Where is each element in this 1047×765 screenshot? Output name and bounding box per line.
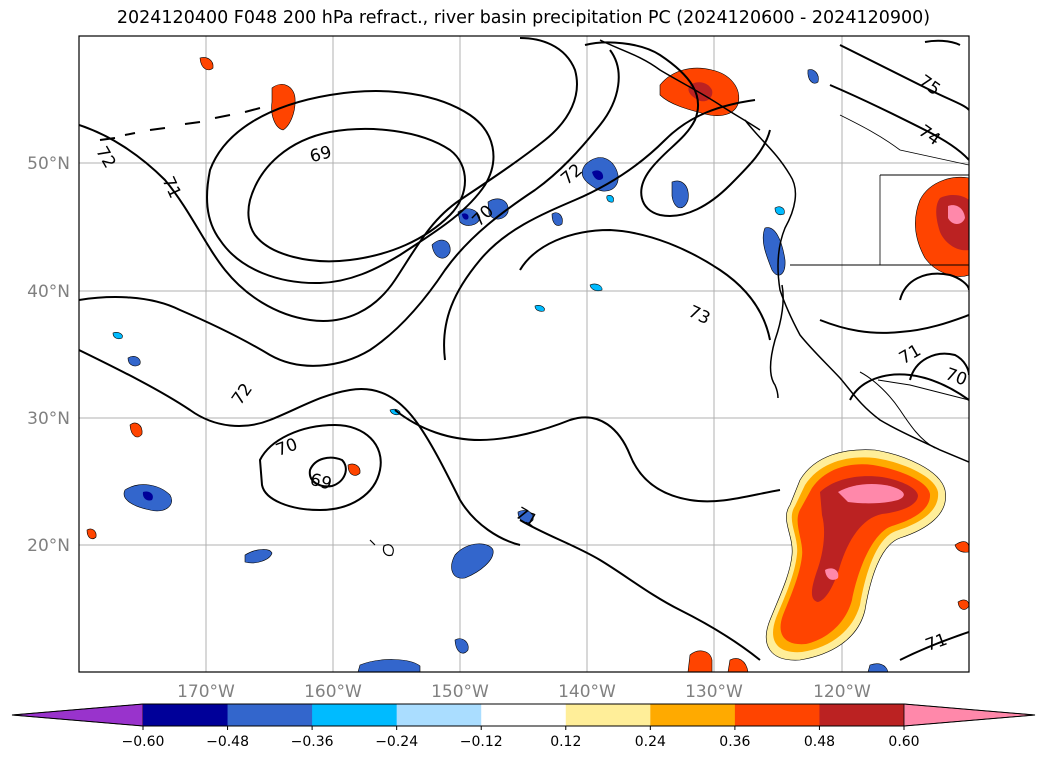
lat-label-30n: 30°N xyxy=(27,409,70,429)
lon-label-170w: 170°W xyxy=(177,682,235,702)
colorbar-swatch xyxy=(819,704,905,726)
lon-label-160w: 160°W xyxy=(304,682,362,702)
coastlines xyxy=(99,39,969,557)
longitude-labels: 170°W 160°W 150°W 140°W 130°W 120°W xyxy=(177,682,871,702)
colorbar-tick-label: −0.36 xyxy=(291,734,334,750)
lon-label-120w: 120°W xyxy=(813,682,871,702)
lat-label-20n: 20°N xyxy=(27,536,70,556)
lon-label-130w: 130°W xyxy=(685,682,743,702)
colorbar-swatch xyxy=(734,704,820,726)
colorbar-swatch xyxy=(650,704,736,726)
lat-label-50n: 50°N xyxy=(27,154,70,174)
colorbar-swatch xyxy=(227,704,313,726)
colorbar-tick-label: 0.48 xyxy=(804,734,835,750)
negative-precip-regions xyxy=(112,69,889,672)
colorbar-swatch xyxy=(143,704,229,726)
latitude-labels: 50°N 40°N 30°N 20°N xyxy=(27,154,70,556)
refractivity-contours xyxy=(79,37,969,661)
colorbar-swatch xyxy=(565,704,651,726)
colorbar-tick-label: 0.12 xyxy=(550,734,581,750)
colorbar-tick-label: −0.12 xyxy=(460,734,503,750)
colorbar-tick-label: −0.24 xyxy=(375,734,418,750)
colorbar-tick-label: 0.60 xyxy=(888,734,919,750)
colorbar: −0.60 −0.48 −0.36 −0.24 −0.12 0.12 0.24 0.36 0.4… xyxy=(11,703,1036,750)
lon-label-150w: 150°W xyxy=(431,682,489,702)
colorbar-swatch xyxy=(396,704,482,726)
colorbar-tick-label: −0.60 xyxy=(122,734,165,750)
colorbar-tick-label: −0.48 xyxy=(206,734,249,750)
positive-precip-regions xyxy=(86,57,969,672)
map-title: 2024120400 F048 200 hPa refract., river … xyxy=(116,8,931,28)
colorbar-tick-label: 0.24 xyxy=(635,734,666,750)
colorbar-swatch xyxy=(481,704,567,726)
colorbar-swatch xyxy=(903,703,1036,727)
colorbar-swatch xyxy=(11,703,144,727)
colorbar-tick-label: 0.36 xyxy=(719,734,750,750)
map-border xyxy=(78,35,970,673)
colorbar-swatch xyxy=(312,704,398,726)
lat-label-40n: 40°N xyxy=(27,282,70,302)
lon-label-140w: 140°W xyxy=(558,682,616,702)
